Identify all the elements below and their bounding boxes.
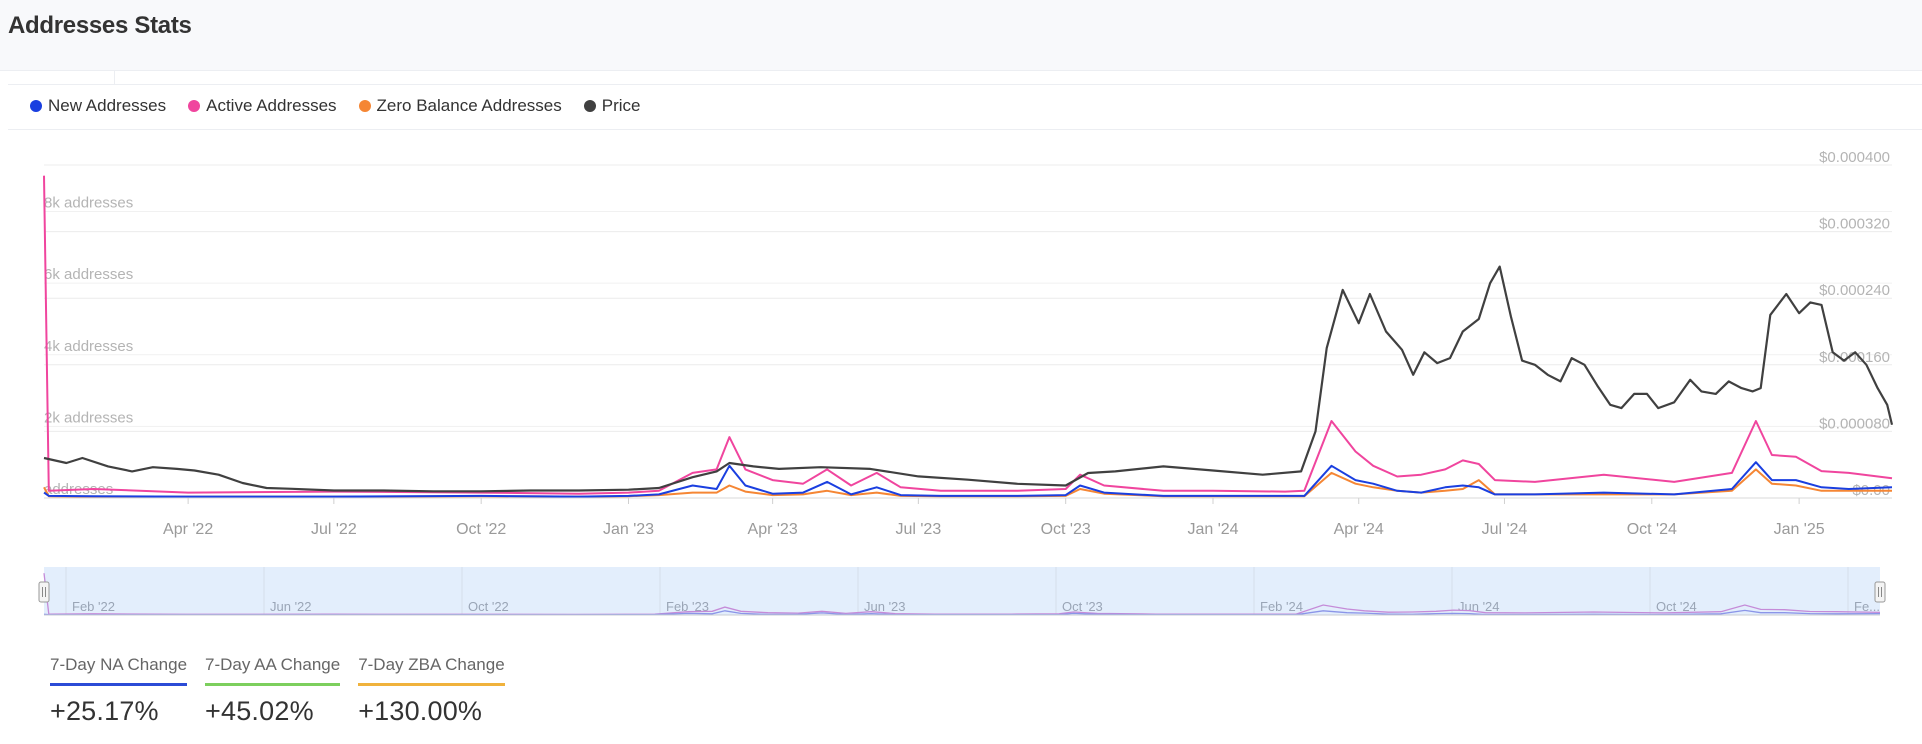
stat-aa-label: 7-Day AA Change [205, 655, 341, 686]
x-tick-label: Jul '24 [1482, 521, 1528, 538]
legend-item-price[interactable]: Price [583, 96, 641, 116]
stat-zba-change: 7-Day ZBA Change +130.00% [358, 655, 505, 727]
navigator-grid [65, 567, 1849, 615]
navigator-handle-left[interactable] [38, 581, 50, 603]
x-tick-label: Jan '24 [1187, 521, 1238, 538]
page-header: Addresses Stats [0, 0, 1922, 71]
y-right-tick-label: $0.000080 [1819, 415, 1890, 432]
legend-dot-price [583, 100, 596, 112]
legend-dot-zero-balance-addresses [358, 100, 371, 112]
legend-dot-active-addresses [188, 100, 201, 112]
stat-na-value: +25.17% [50, 696, 159, 726]
x-tick-label: Jan '25 [1774, 521, 1825, 538]
navigator-label: Feb '23 [666, 599, 709, 614]
x-tick-label: Jul '22 [311, 521, 357, 538]
navigator-label: Oct '24 [1656, 599, 1697, 614]
legend-dot-new-addresses [30, 100, 42, 112]
chart-card [8, 84, 1922, 744]
y-left-tick-label: 8k addresses [44, 195, 133, 212]
x-tick-label: Oct '22 [456, 521, 506, 538]
y-left-tick-label: 2k addresses [44, 409, 133, 426]
y-right-tick-label: $0.000240 [1819, 282, 1890, 299]
stat-zba-value: +130.00% [358, 696, 483, 726]
stat-na-label: 7-Day NA Change [50, 655, 188, 686]
legend-label-active-addresses: Active Addresses [206, 96, 337, 115]
series-line-new-addresses[interactable] [43, 461, 1893, 498]
legend-divider [8, 129, 1922, 130]
navigator-handle-right[interactable] [1874, 581, 1886, 603]
series-layer [43, 175, 1894, 498]
series-line-price[interactable] [43, 265, 1894, 493]
legend-item-new-addresses[interactable]: New Addresses [30, 96, 166, 116]
navigator-label: Feb '24 [1260, 599, 1303, 614]
chart-legend: New Addresses Active Addresses Zero Bala… [30, 96, 640, 116]
x-tick-label: Oct '24 [1627, 521, 1677, 538]
navigator-label: Jun '22 [270, 599, 312, 614]
x-tick-label: Oct '23 [1041, 521, 1091, 538]
navigator-labels: Feb '22 Jun '22 Oct '22 Feb '23 Jun '23 Oct '… [72, 599, 1880, 614]
legend-item-zero-balance-addresses[interactable]: Zero Balance Addresses [358, 96, 562, 116]
x-tick-label: Apr '22 [163, 521, 213, 538]
legend-item-active-addresses[interactable]: Active Addresses [188, 96, 337, 116]
x-axis: Apr '22 Jul '22 Oct '22 Jan '23 Apr '23 Jul '… [44, 497, 1892, 538]
y-right-tick-label: $0.000160 [1819, 349, 1890, 366]
range-navigator[interactable]: Feb '22 Jun '22 Oct '22 Feb '23 Jun '23 Oct '… [38, 567, 1886, 616]
card-tab [8, 70, 115, 84]
stat-aa-value: +45.02% [205, 696, 314, 726]
stat-na-change: 7-Day NA Change +25.17% [50, 655, 188, 727]
x-tick-label: Apr '24 [1334, 521, 1384, 538]
stat-zba-label: 7-Day ZBA Change [358, 655, 505, 686]
grid-layer [44, 164, 1892, 499]
navigator-label: Oct '22 [468, 599, 509, 614]
y-right-tick-label: $0.000400 [1819, 149, 1890, 166]
stat-aa-change: 7-Day AA Change +45.02% [205, 655, 341, 727]
legend-label-zero-balance-addresses: Zero Balance Addresses [376, 96, 562, 115]
y-axis-right: $0.00$0.000080$0.000160$0.000240$0.00032… [1819, 149, 1890, 499]
y-left-tick-label: 6k addresses [44, 266, 133, 283]
navigator-label: Feb '22 [72, 599, 115, 614]
legend-label-new-addresses: New Addresses [48, 96, 167, 115]
navigator-label: Oct '23 [1062, 599, 1103, 614]
x-tick-label: Jan '23 [603, 521, 654, 538]
y-right-tick-label: $0.000320 [1819, 216, 1890, 233]
page-title: Addresses Stats [8, 12, 192, 39]
x-tick-label: Jul '23 [895, 521, 941, 538]
series-line-active-addresses[interactable] [43, 175, 1893, 495]
stats-row: 7-Day NA Change +25.17% 7-Day AA Change … [50, 655, 505, 727]
y-left-tick-label: 4k addresses [44, 338, 133, 355]
navigator-selection[interactable] [44, 567, 1880, 615]
navigator-label: Jun '23 [864, 599, 906, 614]
legend-label-price: Price [601, 96, 641, 115]
navigator-label: Fe... [1854, 599, 1880, 614]
x-tick-label: Apr '23 [748, 521, 798, 538]
